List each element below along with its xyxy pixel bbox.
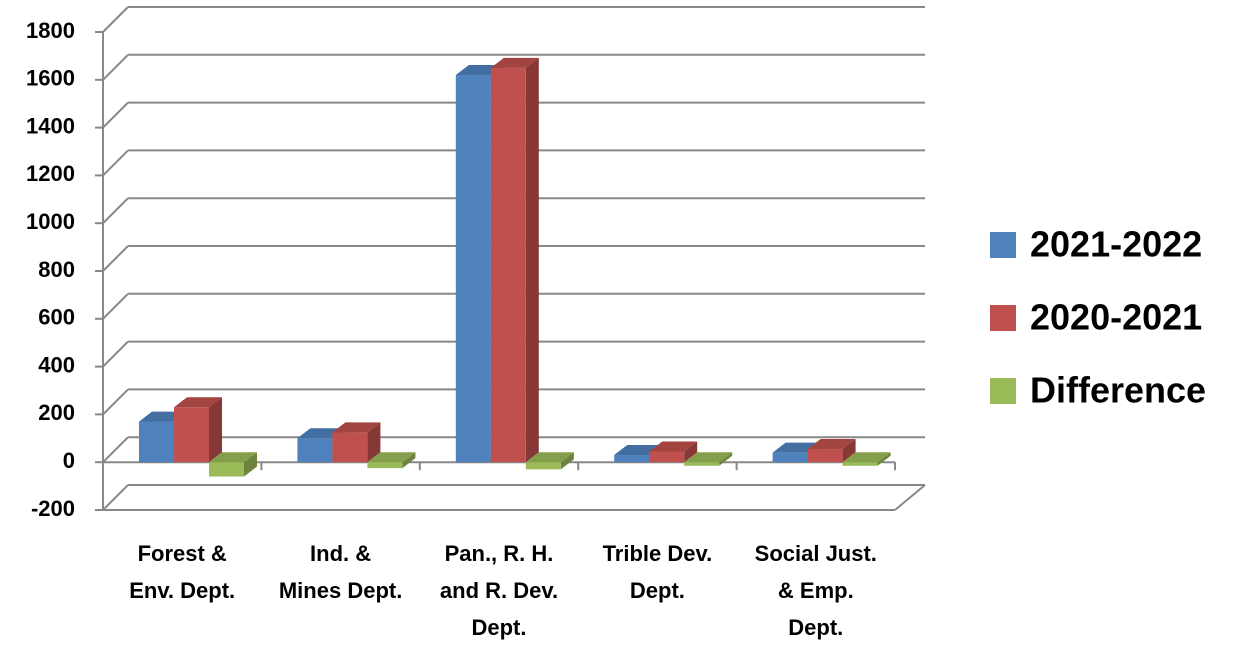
- x-tick-label: Trible Dev. Dept.: [602, 541, 713, 603]
- bar-front: [684, 462, 720, 466]
- y-tick-label: 1400: [26, 113, 75, 138]
- bar-top: [209, 452, 257, 463]
- y-tick-label: 600: [38, 305, 75, 330]
- bar-side: [402, 452, 416, 469]
- floor-right: [894, 484, 926, 511]
- bar-top: [490, 57, 539, 68]
- y-tick-label: 0: [63, 448, 75, 473]
- y-tick-label: 1800: [26, 18, 75, 43]
- bar-front: [455, 75, 491, 463]
- bar: [807, 439, 856, 463]
- bar-top: [684, 452, 733, 463]
- bar-top: [525, 452, 574, 463]
- bar-side: [719, 452, 733, 466]
- bar-front: [614, 455, 650, 463]
- bar-side: [560, 452, 574, 470]
- bar-front: [139, 421, 174, 463]
- bar: [649, 441, 698, 463]
- bar-side: [684, 441, 698, 463]
- bar: [525, 452, 574, 470]
- bar-top: [367, 452, 416, 463]
- bar-side: [525, 57, 539, 463]
- bar-front: [297, 438, 333, 463]
- x-tick-label: Forest & Env. Dept.: [129, 541, 236, 603]
- grid-line-side: [102, 245, 129, 272]
- bar-front: [490, 67, 526, 463]
- bar-top: [332, 422, 381, 433]
- bar-side: [209, 397, 222, 463]
- y-tick-label: 1200: [26, 161, 75, 186]
- x-tick-label: Pan., R. H. and R. Dev. Dept.: [439, 541, 559, 640]
- bar: [842, 452, 891, 466]
- y-tick-label: 1600: [26, 66, 75, 91]
- bar-front: [174, 407, 209, 463]
- legend-swatch: [990, 378, 1016, 404]
- bar-top: [807, 439, 856, 450]
- grid-line-side: [102, 484, 129, 511]
- x-tick-label: Ind. & Mines Dept.: [278, 541, 403, 603]
- y-tick-label: 800: [38, 257, 75, 282]
- grid-line-side: [102, 6, 129, 33]
- bar: [174, 397, 222, 463]
- bar-top: [649, 441, 698, 452]
- legend-label: Difference: [1030, 370, 1206, 411]
- legend-label: 2020-2021: [1030, 297, 1202, 338]
- grid-line-side: [102, 197, 129, 224]
- bar-front: [367, 462, 403, 469]
- legend-label: 2021-2022: [1030, 224, 1202, 265]
- bar-side: [842, 439, 856, 463]
- bar-side: [244, 452, 257, 477]
- bar-side: [367, 422, 381, 463]
- bar: [684, 452, 733, 466]
- bar: [367, 452, 416, 469]
- legend-swatch: [990, 232, 1016, 258]
- y-tick-label: 200: [38, 400, 75, 425]
- bar-front: [525, 462, 561, 470]
- grid-line-side: [102, 340, 129, 368]
- y-tick-label: 400: [38, 352, 75, 377]
- grid-line-side: [102, 293, 129, 320]
- bar-front: [332, 432, 368, 463]
- grid-line-side: [102, 101, 129, 129]
- bar-front: [209, 462, 244, 477]
- grid-line-side: [102, 436, 129, 463]
- grid-line-side: [102, 149, 129, 177]
- bar-top: [842, 452, 891, 463]
- y-tick-label: -200: [31, 496, 75, 521]
- bar: [332, 422, 381, 463]
- grid-line-side: [102, 54, 129, 81]
- bar-front: [649, 451, 685, 463]
- grid-line-side: [102, 388, 129, 416]
- bar: [209, 452, 257, 477]
- y-tick-label: 1000: [26, 209, 75, 234]
- legend-swatch: [990, 305, 1016, 331]
- bar-side: [877, 452, 891, 466]
- bar-front: [772, 452, 808, 463]
- bar-front: [807, 449, 843, 463]
- bar-front: [842, 462, 878, 466]
- bar-top: [174, 397, 222, 408]
- bar: [490, 57, 539, 463]
- x-tick-label: Social Just. & Emp. Dept.: [754, 541, 877, 640]
